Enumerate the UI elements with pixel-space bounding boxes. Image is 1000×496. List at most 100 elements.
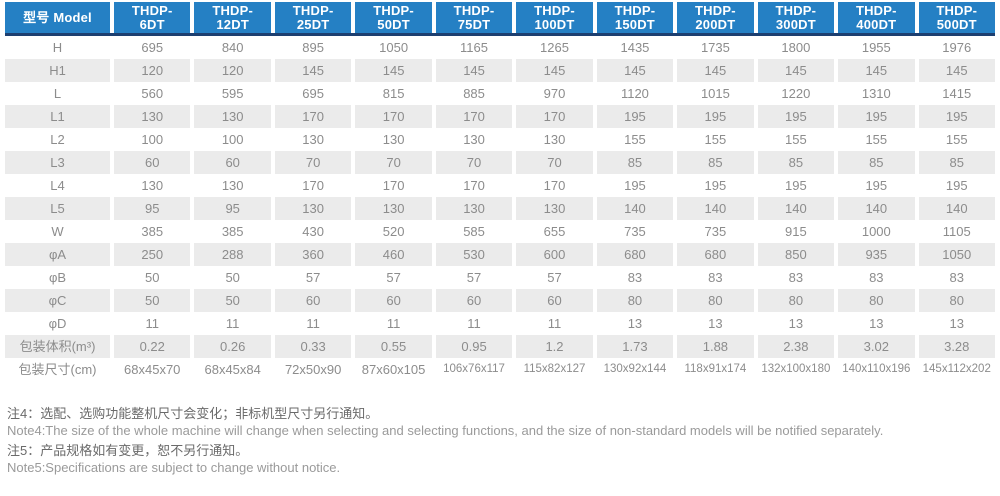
table-cell: 850 bbox=[757, 243, 835, 266]
table-cell: 80 bbox=[757, 289, 835, 312]
table-cell: 70 bbox=[435, 151, 513, 174]
table-cell: 460 bbox=[355, 243, 432, 266]
row-label: 包装体积(m³) bbox=[5, 335, 110, 358]
table-cell: 0.33 bbox=[274, 335, 352, 358]
table-cell: 680 bbox=[677, 243, 754, 266]
table-cell: 80 bbox=[918, 289, 995, 312]
table-cell: 83 bbox=[918, 266, 995, 289]
table-cell: 1435 bbox=[596, 36, 674, 59]
table-cell: 140 bbox=[677, 197, 754, 220]
table-cell: 195 bbox=[596, 105, 674, 128]
table-cell: 1.88 bbox=[677, 335, 754, 358]
table-cell: 585 bbox=[435, 220, 513, 243]
table-cell: 885 bbox=[435, 82, 513, 105]
table-cell: 80 bbox=[596, 289, 674, 312]
table-cell: 145 bbox=[355, 59, 432, 82]
table-cell: 60 bbox=[194, 151, 271, 174]
table-row: L5 95 95 130 130 130 130 140 140 140 140 140 bbox=[5, 197, 995, 220]
table-row: φA 250 288 360 460 530 600 680 680 850 935 1050 bbox=[5, 243, 995, 266]
row-label: L5 bbox=[5, 197, 110, 220]
row-label: φC bbox=[5, 289, 110, 312]
table-cell: 195 bbox=[677, 105, 754, 128]
table-cell: 68x45x84 bbox=[194, 358, 271, 381]
table-cell: 195 bbox=[838, 105, 915, 128]
note-5-en: Note5:Specifications are subject to chan… bbox=[7, 460, 341, 475]
table-cell: 915 bbox=[757, 220, 835, 243]
table-cell: 1220 bbox=[757, 82, 835, 105]
table-row: φC 50 50 60 60 60 60 80 80 80 80 80 bbox=[5, 289, 995, 312]
table-cell: 155 bbox=[677, 128, 754, 151]
table-cell: 57 bbox=[435, 266, 513, 289]
column-header: THDP- 300DT bbox=[757, 2, 835, 33]
table-cell: 50 bbox=[194, 289, 271, 312]
table-cell: 85 bbox=[757, 151, 835, 174]
table-cell: 100 bbox=[114, 128, 191, 151]
table-cell: 1.2 bbox=[516, 335, 593, 358]
note-4-zh: 注4：选配、选购功能整机尺寸会变化；非标机型尺寸另行通知。 bbox=[7, 406, 379, 421]
table-header-row: 型号 Model THDP- 6DT THDP- 12DT THDP- 25DT THD… bbox=[5, 2, 995, 33]
table-cell: 11 bbox=[114, 312, 191, 335]
table-cell: 50 bbox=[114, 289, 191, 312]
table-cell: 170 bbox=[274, 174, 352, 197]
table-cell: 1015 bbox=[677, 82, 754, 105]
table-cell: 655 bbox=[516, 220, 593, 243]
table-row: φB 50 50 57 57 57 57 83 83 83 83 83 bbox=[5, 266, 995, 289]
table-cell: 83 bbox=[677, 266, 754, 289]
table-cell: 385 bbox=[194, 220, 271, 243]
table-cell: 1976 bbox=[918, 36, 995, 59]
table-cell: 95 bbox=[114, 197, 191, 220]
table-cell: 680 bbox=[596, 243, 674, 266]
table-cell: 85 bbox=[677, 151, 754, 174]
table-cell: 170 bbox=[516, 105, 593, 128]
table-cell: 145 bbox=[677, 59, 754, 82]
table-row: 包装尺寸(cm) 68x45x70 68x45x84 72x50x90 87x60x10… bbox=[5, 358, 995, 381]
table-cell: 560 bbox=[114, 82, 191, 105]
table-cell: 530 bbox=[435, 243, 513, 266]
table-cell: 155 bbox=[596, 128, 674, 151]
column-header: THDP- 50DT bbox=[355, 2, 432, 33]
table-row: L 560 595 695 815 885 970 1120 1015 1220 1310 1415 bbox=[5, 82, 995, 105]
table-cell: 145 bbox=[596, 59, 674, 82]
model-header-cell: 型号 Model bbox=[5, 2, 110, 33]
table-cell: 1310 bbox=[838, 82, 915, 105]
table-cell: 595 bbox=[194, 82, 271, 105]
table-cell: 0.95 bbox=[435, 335, 513, 358]
table-cell: 145 bbox=[838, 59, 915, 82]
column-header: THDP- 150DT bbox=[596, 2, 674, 33]
table-cell: 57 bbox=[516, 266, 593, 289]
column-header: THDP- 400DT bbox=[838, 2, 915, 33]
column-header: THDP- 25DT bbox=[274, 2, 352, 33]
table-cell: 80 bbox=[838, 289, 915, 312]
row-label: φD bbox=[5, 312, 110, 335]
table-cell: 145 bbox=[274, 59, 352, 82]
table-cell: 130 bbox=[516, 197, 593, 220]
table-cell: 11 bbox=[274, 312, 352, 335]
table-cell: 140 bbox=[596, 197, 674, 220]
table-cell: 140 bbox=[918, 197, 995, 220]
table-cell: 100 bbox=[194, 128, 271, 151]
table-cell: 60 bbox=[274, 289, 352, 312]
row-label: φB bbox=[5, 266, 110, 289]
table-cell: 695 bbox=[114, 36, 191, 59]
table-cell: 60 bbox=[355, 289, 432, 312]
table-cell: 50 bbox=[194, 266, 271, 289]
table-cell: 130 bbox=[194, 105, 271, 128]
table-cell: 106x76x117 bbox=[435, 358, 513, 381]
table-cell: 2.38 bbox=[757, 335, 835, 358]
table-cell: 1000 bbox=[838, 220, 915, 243]
column-header: THDP- 6DT bbox=[114, 2, 191, 33]
table-cell: 80 bbox=[677, 289, 754, 312]
table-cell: 1165 bbox=[435, 36, 513, 59]
table-row: L3 60 60 70 70 70 70 85 85 85 85 85 bbox=[5, 151, 995, 174]
table-cell: 95 bbox=[194, 197, 271, 220]
table-cell: 57 bbox=[274, 266, 352, 289]
table-cell: 11 bbox=[355, 312, 432, 335]
table-cell: 195 bbox=[918, 105, 995, 128]
table-cell: 60 bbox=[435, 289, 513, 312]
table-cell: 170 bbox=[516, 174, 593, 197]
table-cell: 1800 bbox=[757, 36, 835, 59]
table-cell: 132x100x180 bbox=[757, 358, 835, 381]
table-cell: 195 bbox=[677, 174, 754, 197]
table-body: H 695 840 895 1050 1165 1265 1435 1735 1800 1955 19… bbox=[5, 36, 995, 381]
